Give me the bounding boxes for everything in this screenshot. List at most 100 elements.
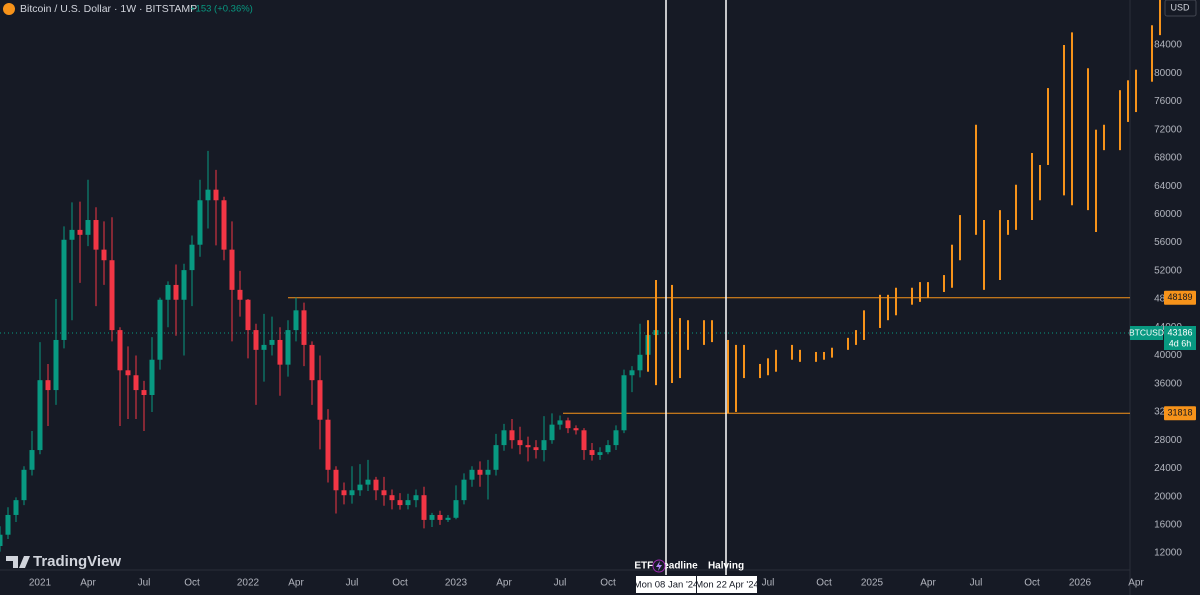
price-change: +153 (+0.36%) bbox=[190, 4, 253, 15]
candle-body bbox=[173, 284, 179, 300]
event-label: ETF Deadline bbox=[634, 561, 698, 572]
candle-body bbox=[149, 359, 155, 396]
brand-logo bbox=[6, 556, 30, 568]
candle-body bbox=[557, 420, 563, 425]
candle-body bbox=[189, 244, 195, 271]
y-tick-label: 12000 bbox=[1154, 548, 1182, 559]
candle-body bbox=[517, 440, 523, 446]
candle-body bbox=[397, 500, 403, 506]
candle-body bbox=[605, 445, 611, 453]
x-tick-label: Oct bbox=[184, 578, 200, 589]
symbol-label-bg bbox=[1130, 326, 1163, 341]
candle-body bbox=[165, 284, 171, 300]
x-tick-label: 2022 bbox=[237, 578, 260, 589]
candle-body bbox=[589, 450, 595, 455]
x-tick-label: Oct bbox=[1024, 578, 1040, 589]
candle-body bbox=[597, 452, 603, 455]
chart-title: Bitcoin / U.S. Dollar · 1W · BITSTAMP bbox=[20, 3, 197, 15]
candle-body bbox=[621, 375, 627, 431]
candle-body bbox=[133, 375, 139, 391]
candle-body bbox=[581, 430, 587, 451]
candle-body bbox=[325, 419, 331, 470]
y-tick-label: 36000 bbox=[1154, 378, 1182, 389]
candle-body bbox=[125, 370, 131, 376]
candle-body bbox=[101, 249, 107, 261]
candle-body bbox=[493, 445, 499, 470]
candle-body bbox=[13, 500, 19, 515]
candle-body bbox=[37, 380, 43, 451]
x-tick-label: Apr bbox=[1128, 578, 1144, 589]
x-tick-label: Oct bbox=[600, 578, 616, 589]
candle-body bbox=[357, 484, 363, 491]
brand-name: TradingView bbox=[33, 553, 121, 570]
x-tick-label: Jul bbox=[970, 578, 983, 589]
candle-body bbox=[333, 469, 339, 491]
candle-body bbox=[61, 239, 67, 340]
x-tick-label: Jul bbox=[346, 578, 359, 589]
x-tick-label: Jul bbox=[762, 578, 775, 589]
candle-body bbox=[533, 447, 539, 451]
y-tick-label: 28000 bbox=[1154, 435, 1182, 446]
currency-button[interactable] bbox=[1164, 0, 1197, 17]
candle-body bbox=[205, 189, 211, 201]
candle-body bbox=[293, 310, 299, 331]
candle-body bbox=[485, 469, 491, 475]
price-label-bg bbox=[1164, 290, 1196, 305]
candle-body bbox=[253, 330, 259, 350]
symbol-label: BTCUSD bbox=[1129, 327, 1164, 337]
candle-body bbox=[77, 229, 83, 235]
candle-body bbox=[301, 310, 307, 345]
countdown-label: 4d 6h bbox=[1169, 338, 1192, 348]
candle-body bbox=[373, 479, 379, 491]
date-label: Mon 08 Jan '24 bbox=[634, 580, 699, 591]
y-tick-label: 56000 bbox=[1154, 237, 1182, 248]
y-tick-label: 72000 bbox=[1154, 124, 1182, 135]
candle-body bbox=[381, 490, 387, 496]
candle-body bbox=[213, 189, 219, 201]
candle-body bbox=[445, 517, 451, 520]
candle-body bbox=[45, 380, 51, 391]
last-price-label: 43186 bbox=[1167, 327, 1192, 337]
candle-body bbox=[277, 339, 283, 365]
y-tick-label: 68000 bbox=[1154, 153, 1182, 164]
x-tick-label: 2026 bbox=[1069, 578, 1092, 589]
candle-body bbox=[229, 249, 235, 290]
candle-body bbox=[261, 344, 267, 350]
y-tick-label: 76000 bbox=[1154, 96, 1182, 107]
candle-body bbox=[365, 479, 371, 485]
candle-body bbox=[389, 495, 395, 501]
candle-body bbox=[29, 450, 35, 470]
candle-body bbox=[549, 424, 555, 441]
candle-body bbox=[637, 354, 643, 371]
symbol-icon bbox=[3, 3, 15, 15]
y-tick-label: 20000 bbox=[1154, 491, 1182, 502]
x-tick-label: 2023 bbox=[445, 578, 468, 589]
candle-body bbox=[5, 514, 11, 535]
plot-area bbox=[0, 0, 1161, 552]
candle-body bbox=[53, 339, 59, 391]
x-tick-label: 2021 bbox=[29, 578, 52, 589]
candle-body bbox=[85, 220, 91, 235]
lightning-icon bbox=[656, 561, 662, 571]
candle-body bbox=[141, 390, 147, 396]
candle-body bbox=[437, 514, 443, 520]
price-label: 48189 bbox=[1167, 292, 1192, 302]
candle-body bbox=[405, 500, 411, 506]
price-label-bg bbox=[1164, 406, 1196, 421]
candle-body bbox=[237, 289, 243, 300]
x-tick-label: Apr bbox=[496, 578, 512, 589]
candle-body bbox=[181, 270, 187, 300]
x-tick-label: Oct bbox=[816, 578, 832, 589]
candle-body bbox=[245, 299, 251, 331]
x-tick-label: Oct bbox=[392, 578, 408, 589]
date-label: Mon 22 Apr '24 bbox=[695, 580, 759, 591]
candle-body bbox=[269, 339, 275, 345]
y-tick-label: 60000 bbox=[1154, 209, 1182, 220]
candle-body bbox=[157, 299, 163, 360]
y-tick-label: 52000 bbox=[1154, 265, 1182, 276]
candle-body bbox=[197, 200, 203, 245]
candle-body bbox=[285, 330, 291, 365]
candle-body bbox=[421, 495, 427, 520]
currency-label[interactable]: USD bbox=[1170, 2, 1190, 12]
